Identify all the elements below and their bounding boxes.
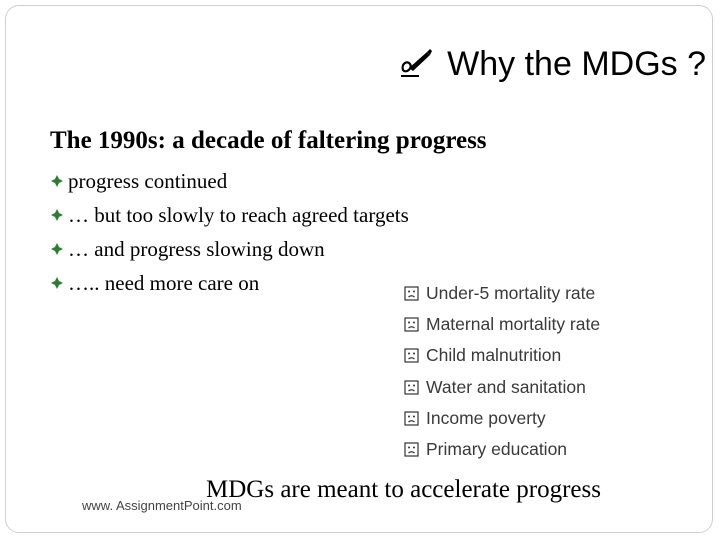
frown-face-icon [404, 442, 419, 457]
diamond-bullet-icon [51, 209, 63, 221]
sub-item-text: Water and sanitation [426, 376, 586, 397]
bullet-text: … but too slowly to reach agreed targets [68, 203, 409, 227]
frown-face-icon [404, 317, 419, 332]
sub-item-text: Income poverty [426, 407, 546, 428]
sub-item-text: Child malnutrition [426, 345, 562, 366]
pen-writing-icon [401, 49, 433, 77]
sub-item: Primary education [404, 434, 600, 465]
sub-item: Income poverty [404, 403, 600, 434]
bullet-item: progress continued [50, 164, 409, 198]
bullet-item: ….. need more care on [50, 266, 409, 300]
title-text: Why the MDGs ? [447, 45, 706, 83]
sub-item-text: Primary education [426, 438, 568, 459]
sub-item: Under-5 mortality rate [404, 278, 600, 309]
bullet-item: … and progress slowing down [50, 232, 409, 266]
bullet-text: progress continued [68, 169, 228, 193]
sub-item: Child malnutrition [404, 340, 600, 371]
diamond-bullet-icon [51, 243, 63, 255]
frown-face-icon [404, 411, 419, 426]
slide-subtitle: The 1990s: a decade of faltering progres… [50, 127, 487, 154]
sub-item-list: Under-5 mortality rate Maternal mortalit… [404, 278, 600, 465]
conclusion-text: MDGs are meant to accelerate progress [206, 476, 601, 503]
frown-face-icon [404, 380, 419, 395]
frown-face-icon [404, 286, 419, 301]
sub-item-text: Under-5 mortality rate [426, 283, 596, 303]
frown-face-icon [404, 348, 419, 364]
slide-frame [5, 5, 713, 533]
footer-source: www. AssignmentPoint.com [82, 498, 242, 513]
bullet-text: … and progress slowing down [68, 237, 325, 261]
bullet-list: progress continued … but too slowly to r… [50, 164, 409, 300]
diamond-bullet-icon [51, 175, 63, 187]
sub-item: Water and sanitation [404, 372, 600, 403]
sub-item-text: Maternal mortality rate [426, 314, 601, 335]
sub-item: Maternal mortality rate [404, 309, 600, 340]
bullet-text: ….. need more care on [68, 271, 260, 295]
slide-title: Why the MDGs ? [397, 44, 706, 84]
bullet-item: … but too slowly to reach agreed targets [50, 198, 409, 232]
diamond-bullet-icon [51, 277, 63, 289]
